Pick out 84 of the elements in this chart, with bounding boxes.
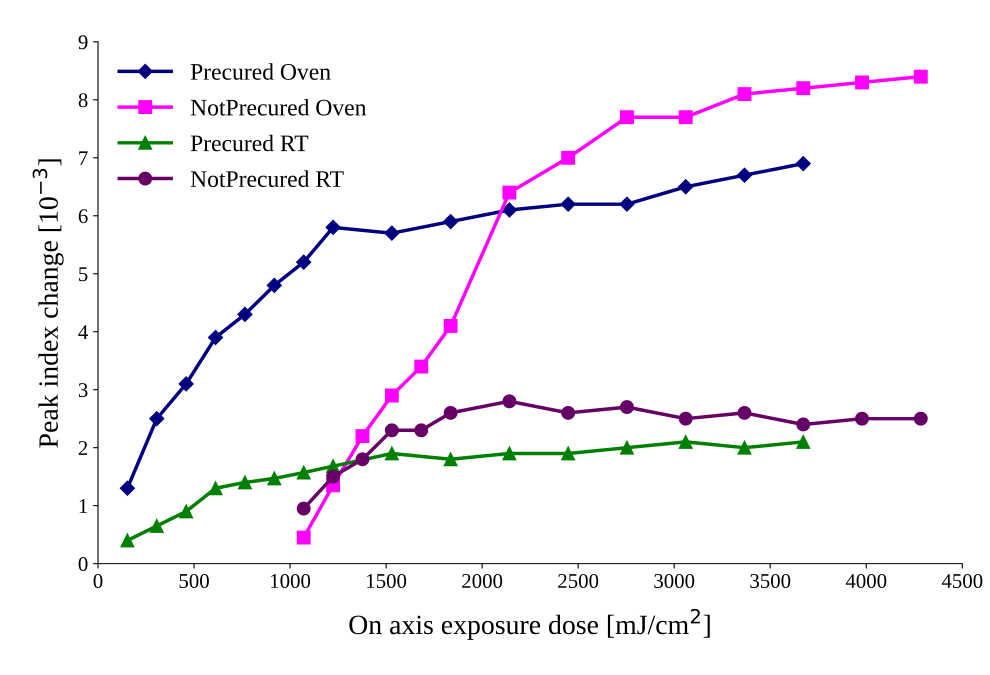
point	[384, 388, 399, 402]
point	[561, 150, 576, 165]
point	[738, 406, 752, 420]
point	[150, 518, 164, 533]
y-tick-label: 3	[78, 383, 88, 398]
point	[356, 429, 370, 444]
point	[796, 434, 810, 449]
point	[384, 446, 399, 460]
legend-label: Precured RT	[190, 134, 308, 152]
point	[678, 179, 694, 194]
x-axis-title: On axis exposure dose [mJ/cm$^{2}$]	[349, 608, 710, 640]
x-tick-label: 4000	[846, 574, 886, 588]
x-tick-label: 1000	[271, 574, 310, 588]
point	[326, 220, 341, 235]
x-tick-label: 3000	[654, 574, 694, 588]
point	[855, 75, 869, 90]
point	[384, 226, 400, 241]
point	[149, 411, 164, 426]
point	[502, 446, 516, 460]
point	[443, 214, 458, 230]
point	[120, 480, 135, 496]
point	[502, 202, 517, 218]
point	[444, 406, 458, 420]
point	[738, 87, 752, 101]
point	[736, 168, 752, 183]
y-tick-label: 4	[78, 325, 88, 339]
point	[620, 440, 634, 455]
point	[914, 70, 928, 84]
point	[914, 412, 928, 426]
x-tick-label: 500	[180, 574, 209, 588]
point	[561, 446, 576, 460]
point	[384, 423, 399, 438]
x-tick-label: 2000	[462, 574, 502, 588]
point	[444, 452, 458, 466]
point	[796, 156, 811, 172]
point	[414, 360, 428, 374]
y-tick-label: 8	[78, 93, 88, 108]
point	[561, 406, 576, 420]
point	[796, 418, 810, 432]
x-tick-label: 4500	[942, 574, 982, 588]
y-tick-label: 9	[78, 35, 88, 50]
legend-label: Precured Oven	[190, 63, 331, 80]
x-tick-label: 3500	[750, 574, 790, 588]
point	[267, 471, 282, 486]
y-tick-label: 2	[78, 441, 88, 455]
y-tick-label: 5	[79, 267, 88, 282]
point	[296, 530, 311, 544]
point	[678, 434, 693, 449]
point	[296, 254, 312, 270]
x-tick-label: 1500	[367, 574, 406, 588]
y-tick-label: 7	[79, 151, 88, 166]
point	[678, 412, 693, 426]
point	[266, 278, 282, 293]
point	[208, 481, 222, 496]
point	[796, 81, 810, 96]
point	[444, 318, 458, 333]
point	[237, 306, 253, 322]
point	[619, 196, 635, 212]
point	[296, 502, 311, 516]
point	[678, 110, 693, 124]
legend-label: NotPrecured RT	[190, 170, 344, 188]
point	[620, 400, 634, 414]
y-tick-label: 0	[78, 557, 88, 572]
y-axis-title: Peak index change [10$^{−3}$]	[32, 159, 64, 448]
point	[502, 394, 516, 408]
y-tick-label: 6	[78, 209, 88, 224]
x-tick-label: 0	[94, 574, 102, 588]
point	[238, 476, 252, 490]
point	[178, 376, 194, 392]
point	[296, 466, 311, 480]
point	[620, 110, 634, 124]
point	[502, 186, 516, 200]
point	[120, 533, 134, 548]
point	[560, 196, 576, 212]
x-tick-label: 2500	[558, 574, 598, 588]
point	[179, 504, 194, 518]
y-tick-label: 1	[80, 499, 88, 513]
point	[738, 440, 752, 455]
point	[208, 330, 224, 346]
legend-label: NotPrecured Oven	[190, 98, 366, 116]
point	[356, 452, 370, 466]
point	[855, 412, 869, 426]
point	[414, 423, 428, 438]
point	[326, 470, 340, 484]
